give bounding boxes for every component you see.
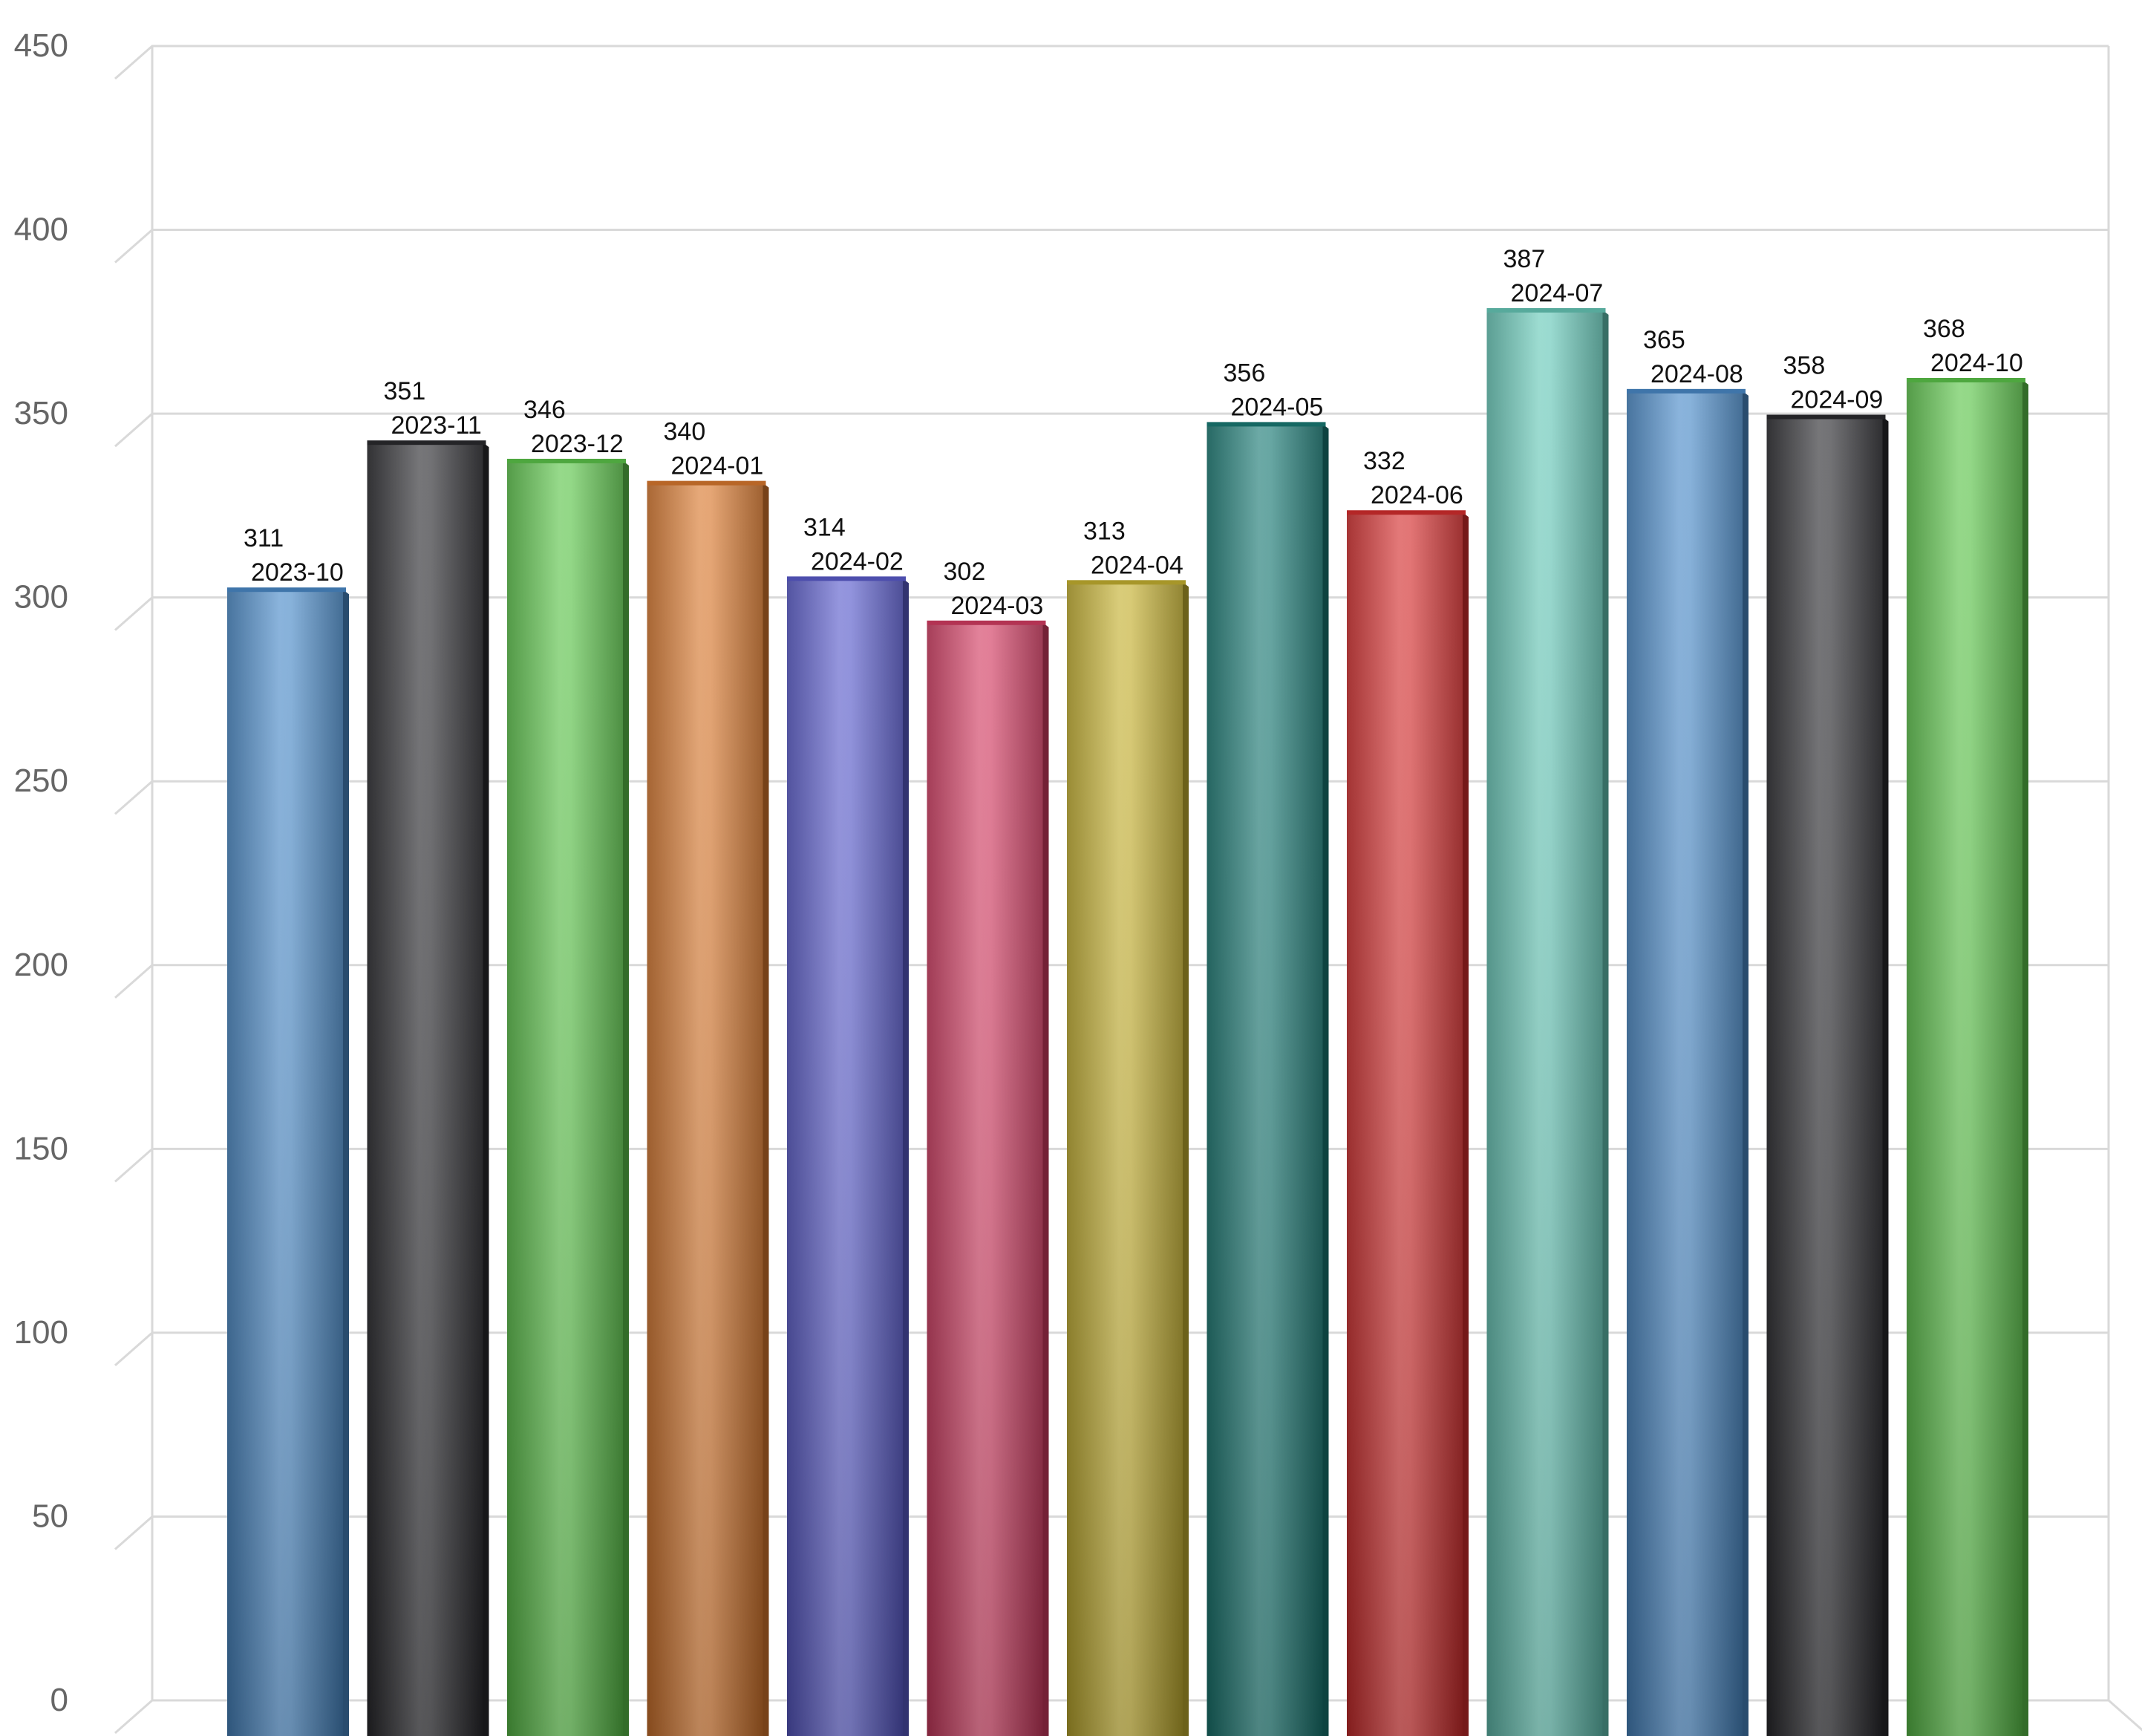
data-label-value: 365: [1643, 326, 1685, 354]
gridline: [114, 45, 2109, 80]
data-label-value: 340: [664, 418, 706, 446]
data-label-category: 2024-06: [1371, 481, 1463, 509]
bar-2024-04: [1067, 580, 1189, 1736]
bar-2024-08: [1627, 388, 1748, 1736]
y-tick-label: 250: [14, 763, 68, 799]
bar-side: [2022, 379, 2028, 1736]
gridline: [114, 229, 2109, 264]
data-label-category: 2023-12: [531, 430, 624, 458]
y-tick-label: 50: [32, 1498, 68, 1534]
bar-side: [1042, 622, 1049, 1736]
data-label-category: 2024-03: [951, 592, 1044, 620]
y-tick-label: 350: [14, 395, 68, 431]
y-tick-label: 450: [14, 27, 68, 64]
data-label-category: 2024-10: [1930, 349, 2023, 377]
bar-cap: [927, 620, 1046, 625]
data-label-category: 2024-02: [811, 547, 904, 575]
y-tick-label: 150: [14, 1130, 68, 1166]
gridlines: [114, 45, 2142, 1735]
bar-shading: [1907, 379, 2022, 1736]
bar-shading: [1627, 391, 1743, 1736]
data-label-category: 2024-05: [1231, 393, 1324, 421]
data-label-value: 302: [944, 558, 986, 586]
bar-2024-06: [1347, 510, 1469, 1736]
data-label-value: 387: [1503, 245, 1546, 273]
data-label-category: 2023-10: [251, 558, 344, 587]
bar-shading: [507, 460, 623, 1736]
y-axis-ticks: 0 50 100 150 200 250 300 350 400 450: [14, 27, 68, 1718]
bar-cap: [507, 458, 626, 463]
bar-2023-11: [367, 440, 489, 1736]
y-tick-label: 200: [14, 947, 68, 983]
bar-cap: [1627, 388, 1746, 394]
data-labels: 311 2023-10 351 2023-11 346 2023-12 340 2024-01…: [244, 245, 2023, 620]
bar-2024-03: [927, 620, 1049, 1736]
data-label-value: 314: [803, 513, 846, 541]
bar-shading: [1347, 512, 1463, 1736]
bar-side: [763, 483, 769, 1736]
data-label-value: 311: [244, 524, 284, 552]
bar-cap: [1067, 580, 1186, 585]
bar-shading: [1206, 424, 1323, 1736]
bar-cap: [1206, 422, 1326, 427]
bar-2023-12: [507, 458, 629, 1736]
floor-edge: [2108, 1699, 2142, 1732]
bar-cap: [1766, 414, 1886, 420]
y-tick-label: 400: [14, 212, 68, 248]
bar-shading: [227, 590, 343, 1736]
bar-cap: [1347, 510, 1466, 515]
data-label-category: 2024-08: [1650, 360, 1743, 388]
data-label-value: 351: [384, 377, 426, 405]
data-label-category: 2023-11: [391, 411, 482, 440]
data-label-category: 2024-01: [671, 452, 764, 480]
bar-shading: [787, 578, 903, 1736]
data-label-value: 356: [1224, 359, 1266, 387]
bar-side: [343, 590, 349, 1736]
bar-2024-02: [787, 576, 909, 1736]
data-label-value: 313: [1083, 517, 1126, 545]
y-tick-label: 300: [14, 579, 68, 616]
y-tick-label: 0: [50, 1682, 68, 1718]
data-label-category: 2024-04: [1091, 551, 1183, 579]
data-label-value: 358: [1783, 352, 1826, 380]
bar-2024-07: [1486, 307, 1609, 1736]
bar-side: [1882, 417, 1889, 1736]
bar-2024-05: [1206, 422, 1329, 1736]
bar-shading: [927, 622, 1043, 1736]
bar-shading: [367, 443, 483, 1736]
bar-shading: [647, 483, 763, 1736]
bar-cap: [367, 440, 486, 446]
bar-cap: [1907, 377, 2025, 382]
data-label-category: 2024-07: [1511, 279, 1604, 307]
data-label-value: 368: [1923, 315, 1965, 343]
data-label-category: 2024-09: [1791, 386, 1884, 414]
bar-cap: [787, 576, 906, 581]
bar-shading: [1766, 417, 1883, 1736]
y-tick-label: 100: [14, 1314, 68, 1351]
bar-2024-09: [1766, 414, 1889, 1736]
bar-shading: [1067, 582, 1183, 1736]
bar-shading: [1486, 310, 1603, 1736]
bar-side: [483, 443, 489, 1736]
bar-cap: [1486, 307, 1606, 313]
bar-side: [1602, 310, 1609, 1736]
data-label-value: 346: [523, 396, 566, 424]
data-label-value: 332: [1363, 447, 1405, 475]
bar-cap: [647, 480, 766, 486]
bar-2024-10: [1907, 377, 2028, 1736]
bar-side: [1322, 424, 1329, 1736]
bars: [227, 307, 2028, 1736]
bar-side: [903, 578, 909, 1736]
bar-cap: [227, 587, 346, 593]
bar-side: [1743, 391, 1748, 1736]
bar-side: [1463, 512, 1469, 1736]
bar-side: [623, 460, 629, 1736]
bar-side: [1183, 582, 1189, 1736]
bar-2024-01: [647, 480, 769, 1736]
bar-2023-10: [227, 587, 349, 1736]
